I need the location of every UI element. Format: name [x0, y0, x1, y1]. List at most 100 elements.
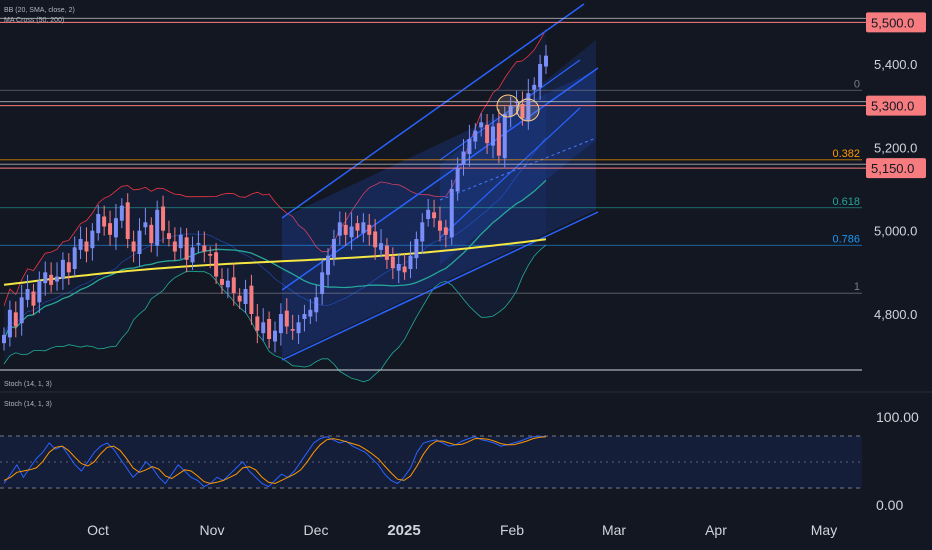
candle-body — [96, 214, 101, 234]
candle-body — [72, 247, 77, 269]
candle-body — [432, 212, 437, 219]
time-axis-label: Dec — [304, 522, 329, 538]
candle-body — [113, 218, 118, 238]
candle-body — [278, 314, 283, 334]
candle-body — [473, 130, 478, 142]
candle-body — [408, 255, 413, 269]
fib-level-label: 0.786 — [832, 233, 860, 245]
candle-body — [19, 297, 24, 324]
candle-body — [161, 206, 166, 231]
candle-body — [155, 209, 160, 246]
bb-basis-line — [3, 137, 547, 335]
candle-body — [302, 314, 307, 319]
time-axis[interactable]: Oct Nov Dec 2025 Feb Mar Apr May — [87, 522, 837, 539]
candle-body — [320, 272, 325, 294]
candle-body — [514, 101, 519, 103]
price-axis[interactable]: 5,400.0 5,200.0 5,000.0 4,800.0 5,500.0 5,300… — [866, 12, 926, 322]
candle-body — [508, 105, 513, 117]
candle-body — [84, 241, 89, 252]
large-channel-lower — [281, 211, 599, 361]
candle-body — [149, 224, 154, 244]
candle-body — [131, 241, 136, 252]
time-axis-label: Oct — [87, 522, 109, 538]
candle-body — [343, 224, 348, 235]
price-level-badge-label: 5,150.0 — [871, 161, 914, 176]
stoch-legend-top[interactable]: Stoch (14, 1, 3) — [4, 381, 52, 388]
candle-body — [237, 295, 242, 302]
candle-body — [43, 272, 48, 284]
candle-body — [202, 245, 207, 252]
candle-body — [249, 285, 254, 314]
candle-body — [267, 319, 272, 339]
candle-body — [296, 322, 301, 334]
candle-body — [60, 259, 65, 279]
stoch-legend-pane[interactable]: Stoch (14, 1, 3) — [4, 401, 52, 408]
stochastic-pane — [0, 435, 862, 489]
candle-body — [414, 239, 419, 259]
candle-body — [102, 216, 107, 227]
candle-body — [184, 237, 189, 260]
candle-body — [90, 230, 95, 249]
candle-body — [490, 126, 495, 146]
price-level-badge-label: 5,500.0 — [871, 15, 914, 30]
candle-body — [78, 239, 83, 250]
candle-body — [396, 264, 401, 271]
candle-body — [125, 202, 130, 239]
candle-body — [108, 223, 113, 235]
candle-body — [402, 266, 407, 273]
candle-body — [137, 230, 142, 254]
price-level-badge — [866, 158, 926, 179]
highlight-circle-2 — [516, 98, 540, 122]
candle-body — [485, 124, 490, 144]
price-levels — [0, 17, 866, 294]
candle-body — [479, 122, 484, 128]
candle-body — [66, 262, 71, 273]
ma-cross-legend[interactable]: MA Cross (50, 200) — [4, 17, 64, 24]
candle-body — [231, 277, 236, 294]
candle-body — [243, 289, 248, 304]
fib-level-label: 1 — [854, 281, 860, 293]
price-level-badge — [866, 95, 926, 116]
candle-body — [273, 330, 277, 342]
price-level-badge — [866, 12, 926, 33]
bollinger-bands — [3, 29, 547, 383]
time-axis-label: 2025 — [387, 522, 420, 539]
bb-legend[interactable]: BB (20, SMA, close, 2) — [4, 7, 75, 14]
bb-lower-line — [3, 244, 547, 383]
candle-body — [178, 234, 183, 249]
bb-fill — [4, 29, 546, 382]
candle-body — [225, 280, 230, 288]
candle-body — [437, 220, 442, 231]
price-tick-label: 4,800.0 — [874, 307, 917, 322]
candle-body — [290, 329, 295, 331]
candle-body — [420, 222, 425, 242]
candle-body — [502, 114, 507, 159]
candle-body — [443, 227, 448, 235]
highlight-circle-1 — [496, 94, 520, 118]
candle-body — [496, 123, 501, 156]
candle-body — [314, 297, 319, 313]
candle-body — [538, 64, 543, 88]
candle-body — [526, 93, 531, 121]
candle-body — [208, 254, 213, 256]
stoch-d-line — [3, 436, 547, 485]
candle-body — [25, 289, 30, 300]
candle-body — [373, 231, 378, 248]
time-axis-label: Nov — [200, 522, 225, 538]
candle-body — [261, 322, 266, 334]
small-channel-mid — [439, 137, 597, 201]
candlesticks — [2, 44, 548, 353]
price-level-badge-label: 5,300.0 — [871, 99, 914, 114]
candle-body — [367, 224, 372, 235]
time-axis-label: Feb — [500, 522, 524, 538]
candle-body — [390, 256, 395, 269]
small-channel — [440, 40, 596, 265]
candle-body — [219, 279, 224, 285]
large-channel-upper — [281, 3, 585, 219]
candle-body — [355, 223, 360, 231]
candle-body — [455, 168, 460, 192]
candle-body — [37, 280, 42, 303]
candle-body — [13, 312, 18, 327]
